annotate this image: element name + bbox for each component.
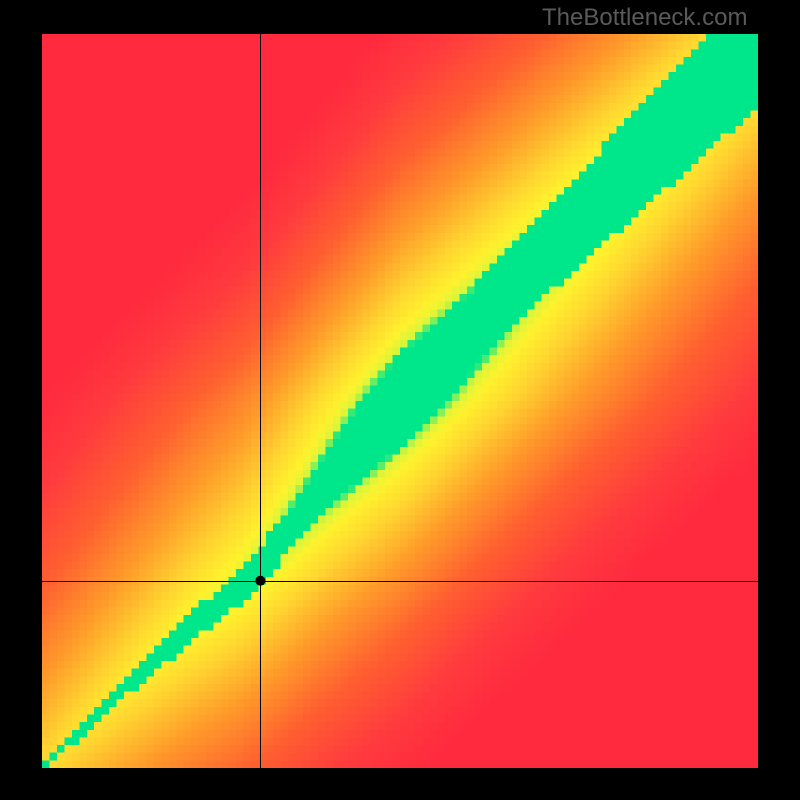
- chart-container: { "image": { "width": 800, "height": 800…: [0, 0, 800, 800]
- attribution-text: TheBottleneck.com: [542, 4, 747, 32]
- crosshair-overlay: [42, 34, 758, 768]
